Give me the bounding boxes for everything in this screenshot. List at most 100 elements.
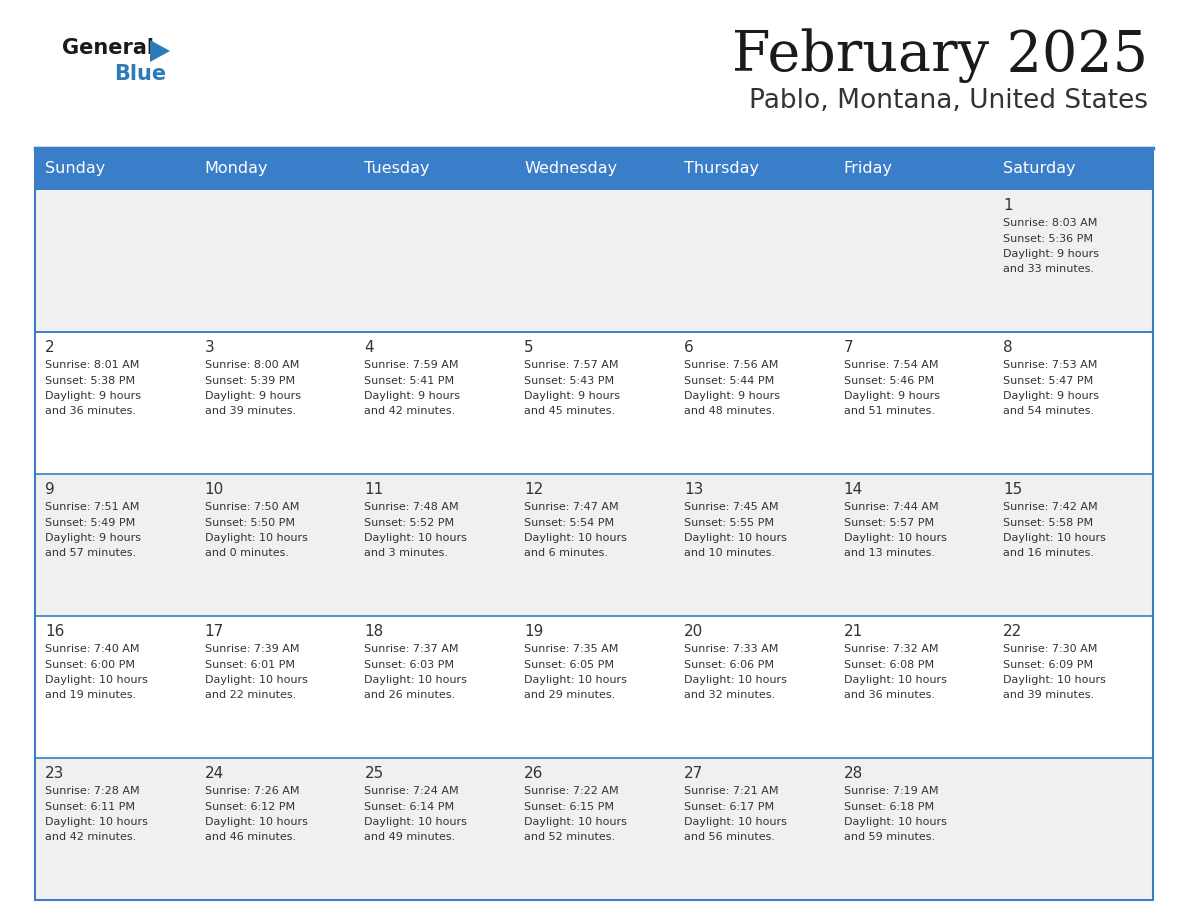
Text: and 42 minutes.: and 42 minutes. bbox=[365, 407, 456, 417]
Text: Sunset: 5:39 PM: Sunset: 5:39 PM bbox=[204, 375, 295, 386]
Bar bbox=[993, 148, 1154, 190]
Text: 13: 13 bbox=[684, 482, 703, 497]
Text: Sunset: 5:57 PM: Sunset: 5:57 PM bbox=[843, 518, 934, 528]
Text: and 6 minutes.: and 6 minutes. bbox=[524, 548, 608, 558]
Text: Sunset: 5:43 PM: Sunset: 5:43 PM bbox=[524, 375, 614, 386]
Text: 6: 6 bbox=[684, 340, 694, 355]
Text: Sunset: 5:58 PM: Sunset: 5:58 PM bbox=[1004, 518, 1093, 528]
Text: 15: 15 bbox=[1004, 482, 1023, 497]
Text: Blue: Blue bbox=[114, 64, 166, 84]
Text: Sunset: 6:18 PM: Sunset: 6:18 PM bbox=[843, 801, 934, 812]
Text: Daylight: 9 hours: Daylight: 9 hours bbox=[524, 391, 620, 401]
Bar bbox=[34, 758, 1154, 900]
Text: and 56 minutes.: and 56 minutes. bbox=[684, 833, 775, 843]
Text: 23: 23 bbox=[45, 766, 64, 781]
Bar bbox=[674, 148, 834, 190]
Text: Sunset: 5:44 PM: Sunset: 5:44 PM bbox=[684, 375, 775, 386]
Text: and 59 minutes.: and 59 minutes. bbox=[843, 833, 935, 843]
Text: and 16 minutes.: and 16 minutes. bbox=[1004, 548, 1094, 558]
Text: and 52 minutes.: and 52 minutes. bbox=[524, 833, 615, 843]
Text: Sunrise: 7:56 AM: Sunrise: 7:56 AM bbox=[684, 360, 778, 370]
Text: Saturday: Saturday bbox=[1004, 162, 1076, 176]
Text: Sunrise: 7:42 AM: Sunrise: 7:42 AM bbox=[1004, 502, 1098, 512]
Bar bbox=[834, 148, 993, 190]
Text: and 32 minutes.: and 32 minutes. bbox=[684, 690, 775, 700]
Text: Daylight: 9 hours: Daylight: 9 hours bbox=[45, 533, 141, 543]
Text: 17: 17 bbox=[204, 624, 225, 639]
Text: and 42 minutes.: and 42 minutes. bbox=[45, 833, 137, 843]
Bar bbox=[195, 148, 354, 190]
Text: Daylight: 10 hours: Daylight: 10 hours bbox=[684, 675, 786, 685]
Text: 22: 22 bbox=[1004, 624, 1023, 639]
Text: 9: 9 bbox=[45, 482, 55, 497]
Text: Daylight: 10 hours: Daylight: 10 hours bbox=[1004, 533, 1106, 543]
Text: 11: 11 bbox=[365, 482, 384, 497]
Text: and 39 minutes.: and 39 minutes. bbox=[204, 407, 296, 417]
Text: Sunset: 5:46 PM: Sunset: 5:46 PM bbox=[843, 375, 934, 386]
Text: Thursday: Thursday bbox=[684, 162, 759, 176]
Text: Sunset: 5:49 PM: Sunset: 5:49 PM bbox=[45, 518, 135, 528]
Text: Daylight: 10 hours: Daylight: 10 hours bbox=[204, 675, 308, 685]
Bar bbox=[34, 190, 1154, 332]
Text: 10: 10 bbox=[204, 482, 225, 497]
Text: 8: 8 bbox=[1004, 340, 1013, 355]
Text: and 10 minutes.: and 10 minutes. bbox=[684, 548, 775, 558]
Text: Friday: Friday bbox=[843, 162, 892, 176]
Text: Sunset: 5:54 PM: Sunset: 5:54 PM bbox=[524, 518, 614, 528]
Text: and 0 minutes.: and 0 minutes. bbox=[204, 548, 289, 558]
Text: Sunset: 5:50 PM: Sunset: 5:50 PM bbox=[204, 518, 295, 528]
Text: Sunrise: 7:48 AM: Sunrise: 7:48 AM bbox=[365, 502, 459, 512]
Text: and 46 minutes.: and 46 minutes. bbox=[204, 833, 296, 843]
Text: Sunset: 6:08 PM: Sunset: 6:08 PM bbox=[843, 659, 934, 669]
Text: Daylight: 9 hours: Daylight: 9 hours bbox=[365, 391, 461, 401]
Text: Daylight: 10 hours: Daylight: 10 hours bbox=[45, 675, 147, 685]
Text: Sunrise: 7:26 AM: Sunrise: 7:26 AM bbox=[204, 786, 299, 796]
Text: Daylight: 10 hours: Daylight: 10 hours bbox=[204, 533, 308, 543]
Text: Pablo, Montana, United States: Pablo, Montana, United States bbox=[748, 88, 1148, 114]
Text: Sunrise: 7:59 AM: Sunrise: 7:59 AM bbox=[365, 360, 459, 370]
Text: Sunset: 5:41 PM: Sunset: 5:41 PM bbox=[365, 375, 455, 386]
Text: Daylight: 10 hours: Daylight: 10 hours bbox=[843, 675, 947, 685]
Text: Sunday: Sunday bbox=[45, 162, 106, 176]
Text: Sunrise: 7:37 AM: Sunrise: 7:37 AM bbox=[365, 644, 459, 654]
Text: Daylight: 10 hours: Daylight: 10 hours bbox=[45, 817, 147, 827]
Bar bbox=[514, 148, 674, 190]
Bar bbox=[34, 474, 1154, 616]
Text: and 48 minutes.: and 48 minutes. bbox=[684, 407, 775, 417]
Text: Sunrise: 8:00 AM: Sunrise: 8:00 AM bbox=[204, 360, 299, 370]
Text: 20: 20 bbox=[684, 624, 703, 639]
Text: Sunset: 6:17 PM: Sunset: 6:17 PM bbox=[684, 801, 775, 812]
Text: Sunset: 5:52 PM: Sunset: 5:52 PM bbox=[365, 518, 455, 528]
Text: Sunset: 5:38 PM: Sunset: 5:38 PM bbox=[45, 375, 135, 386]
Text: Daylight: 9 hours: Daylight: 9 hours bbox=[204, 391, 301, 401]
Text: Wednesday: Wednesday bbox=[524, 162, 618, 176]
Text: Daylight: 9 hours: Daylight: 9 hours bbox=[45, 391, 141, 401]
Text: 26: 26 bbox=[524, 766, 544, 781]
Text: Sunset: 6:03 PM: Sunset: 6:03 PM bbox=[365, 659, 455, 669]
Text: Sunrise: 7:51 AM: Sunrise: 7:51 AM bbox=[45, 502, 139, 512]
Text: Daylight: 9 hours: Daylight: 9 hours bbox=[843, 391, 940, 401]
Text: 25: 25 bbox=[365, 766, 384, 781]
Text: Sunset: 6:12 PM: Sunset: 6:12 PM bbox=[204, 801, 295, 812]
Text: Sunrise: 7:39 AM: Sunrise: 7:39 AM bbox=[204, 644, 299, 654]
Bar bbox=[34, 332, 1154, 474]
Text: Sunrise: 7:47 AM: Sunrise: 7:47 AM bbox=[524, 502, 619, 512]
Text: Sunset: 6:06 PM: Sunset: 6:06 PM bbox=[684, 659, 773, 669]
Text: Sunrise: 7:45 AM: Sunrise: 7:45 AM bbox=[684, 502, 778, 512]
Text: 28: 28 bbox=[843, 766, 862, 781]
Text: Daylight: 10 hours: Daylight: 10 hours bbox=[1004, 675, 1106, 685]
Text: 4: 4 bbox=[365, 340, 374, 355]
Text: Daylight: 10 hours: Daylight: 10 hours bbox=[843, 533, 947, 543]
Text: Daylight: 10 hours: Daylight: 10 hours bbox=[204, 817, 308, 827]
Text: Tuesday: Tuesday bbox=[365, 162, 430, 176]
Text: 18: 18 bbox=[365, 624, 384, 639]
Text: 2: 2 bbox=[45, 340, 55, 355]
Text: 14: 14 bbox=[843, 482, 862, 497]
Text: Sunrise: 7:35 AM: Sunrise: 7:35 AM bbox=[524, 644, 619, 654]
Text: Daylight: 10 hours: Daylight: 10 hours bbox=[365, 817, 467, 827]
Text: Sunset: 6:15 PM: Sunset: 6:15 PM bbox=[524, 801, 614, 812]
Text: Daylight: 10 hours: Daylight: 10 hours bbox=[365, 533, 467, 543]
Text: and 39 minutes.: and 39 minutes. bbox=[1004, 690, 1094, 700]
Text: and 36 minutes.: and 36 minutes. bbox=[45, 407, 135, 417]
Text: Sunset: 6:11 PM: Sunset: 6:11 PM bbox=[45, 801, 135, 812]
